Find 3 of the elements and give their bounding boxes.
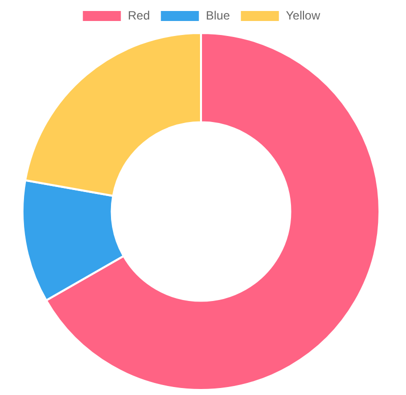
legend-label: Red (128, 8, 150, 22)
legend-label: Yellow (286, 8, 320, 22)
legend-label: Blue (206, 8, 230, 22)
